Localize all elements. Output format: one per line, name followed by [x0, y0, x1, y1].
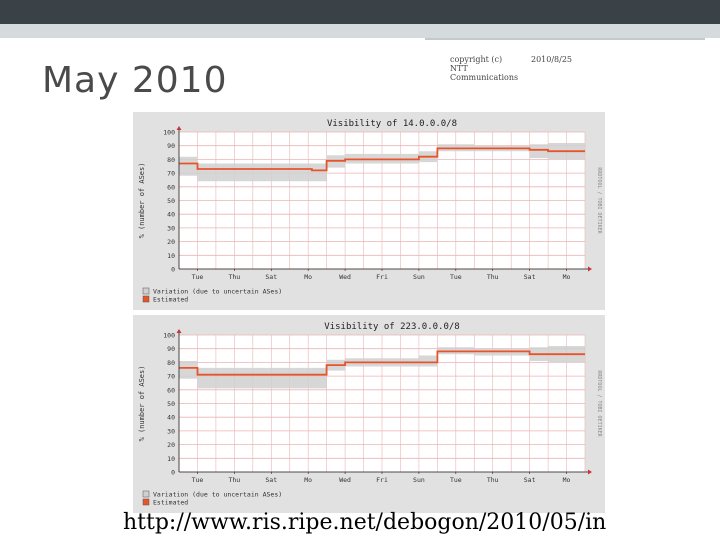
legend-label-variation: Variation (due to uncertain ASes) [153, 288, 282, 296]
slide-header-bar [0, 0, 720, 24]
y-axis-arrow [176, 126, 182, 130]
x-tick-label: Sat [265, 476, 277, 484]
x-tick-label: Fri [376, 273, 388, 281]
chart-panel-14: 0 10 20 30 40 50 60 70 80 90 100 Tue Thu Sat Mo Wed Fri S… [133, 112, 605, 310]
y-tick-label: 0 [171, 266, 175, 274]
legend-swatch-estimated [142, 295, 150, 303]
y-tick-label: 70 [167, 373, 175, 381]
x-axis-arrow [588, 266, 592, 272]
y-tick-label: 10 [167, 252, 175, 260]
chart-title: Visibility of 14.0.0.0/8 [327, 119, 457, 129]
x-tick-label: Sat [524, 273, 536, 281]
legend-label-estimated: Estimated [153, 499, 188, 507]
copyright-notice: copyright (c) NTT Communications [450, 55, 519, 82]
x-tick-label: Thu [228, 476, 240, 484]
y-tick-label: 90 [167, 142, 175, 150]
y-axis-title: % (number of ASes) [138, 163, 146, 239]
visibility-chart-14: 0 10 20 30 40 50 60 70 80 90 100 Tue Thu Sat Mo Wed Fri S… [133, 112, 605, 310]
y-tick-label: 60 [167, 183, 175, 191]
x-tick-label: Wed [339, 273, 351, 281]
y-tick-label: 70 [167, 170, 175, 178]
header-divider [425, 38, 705, 40]
y-axis-arrow [176, 329, 182, 333]
slide-number: 36 [675, 4, 696, 23]
y-tick-label: 20 [167, 441, 175, 449]
slide-date: 2010/8/25 [531, 55, 573, 64]
y-tick-label: 40 [167, 211, 175, 219]
x-tick-label: Mo [563, 273, 571, 281]
x-tick-label: Fri [376, 476, 388, 484]
y-tick-label: 60 [167, 386, 175, 394]
x-tick-label: Tue [450, 273, 462, 281]
x-tick-label: Tue [192, 476, 204, 484]
variation-band [179, 143, 585, 182]
y-tick-label: 30 [167, 427, 175, 435]
x-tick-label: Mo [304, 476, 312, 484]
chart-panel-223: 0 10 20 30 40 50 60 70 80 90 100 Tue Thu Sat Mo Wed Fri S… [133, 315, 605, 513]
y-tick-label: 30 [167, 224, 175, 232]
legend-swatch-variation [142, 490, 150, 498]
y-tick-label: 0 [171, 469, 175, 477]
y-tick-label: 90 [167, 345, 175, 353]
x-tick-label: Thu [487, 476, 499, 484]
x-tick-label: Tue [192, 273, 204, 281]
y-tick-label: 50 [167, 197, 175, 205]
y-tick-label: 20 [167, 238, 175, 246]
estimated-line [179, 350, 585, 376]
x-tick-label: Mo [304, 273, 312, 281]
x-tick-label: Thu [228, 273, 240, 281]
legend-swatch-variation [142, 287, 150, 295]
watermark-text: RRDTOOL / TOBI OETIKER [596, 167, 602, 234]
x-tick-label: Sat [265, 273, 277, 281]
y-tick-label: 80 [167, 359, 175, 367]
slide-header-accent [0, 24, 720, 38]
x-tick-label: Sat [524, 476, 536, 484]
source-url: http://www.ris.ripe.net/debogon/2010/05/… [123, 510, 607, 535]
x-tick-label: Mo [563, 476, 571, 484]
x-tick-label: Thu [487, 273, 499, 281]
estimated-line [179, 147, 585, 172]
y-tick-label: 100 [163, 129, 175, 137]
y-tick-label: 80 [167, 156, 175, 164]
x-axis-arrow [588, 469, 592, 475]
variation-band [179, 346, 585, 389]
legend-label-variation: Variation (due to uncertain ASes) [153, 491, 282, 499]
y-tick-label: 50 [167, 400, 175, 408]
y-tick-label: 40 [167, 414, 175, 422]
watermark-text: RRDTOOL / TOBI OETIKER [596, 370, 602, 437]
x-tick-label: Sun [413, 273, 425, 281]
y-tick-label: 100 [163, 332, 175, 340]
legend-label-estimated: Estimated [153, 296, 188, 304]
chart-title: Visibility of 223.0.0.0/8 [324, 322, 459, 332]
x-tick-label: Sun [413, 476, 425, 484]
visibility-chart-223: 0 10 20 30 40 50 60 70 80 90 100 Tue Thu Sat Mo Wed Fri S… [133, 315, 605, 513]
x-tick-label: Wed [339, 476, 351, 484]
y-axis-title: % (number of ASes) [138, 366, 146, 442]
y-tick-label: 10 [167, 455, 175, 463]
legend-swatch-estimated [142, 498, 150, 506]
slide-title: May 2010 [42, 60, 228, 101]
x-tick-label: Tue [450, 476, 462, 484]
